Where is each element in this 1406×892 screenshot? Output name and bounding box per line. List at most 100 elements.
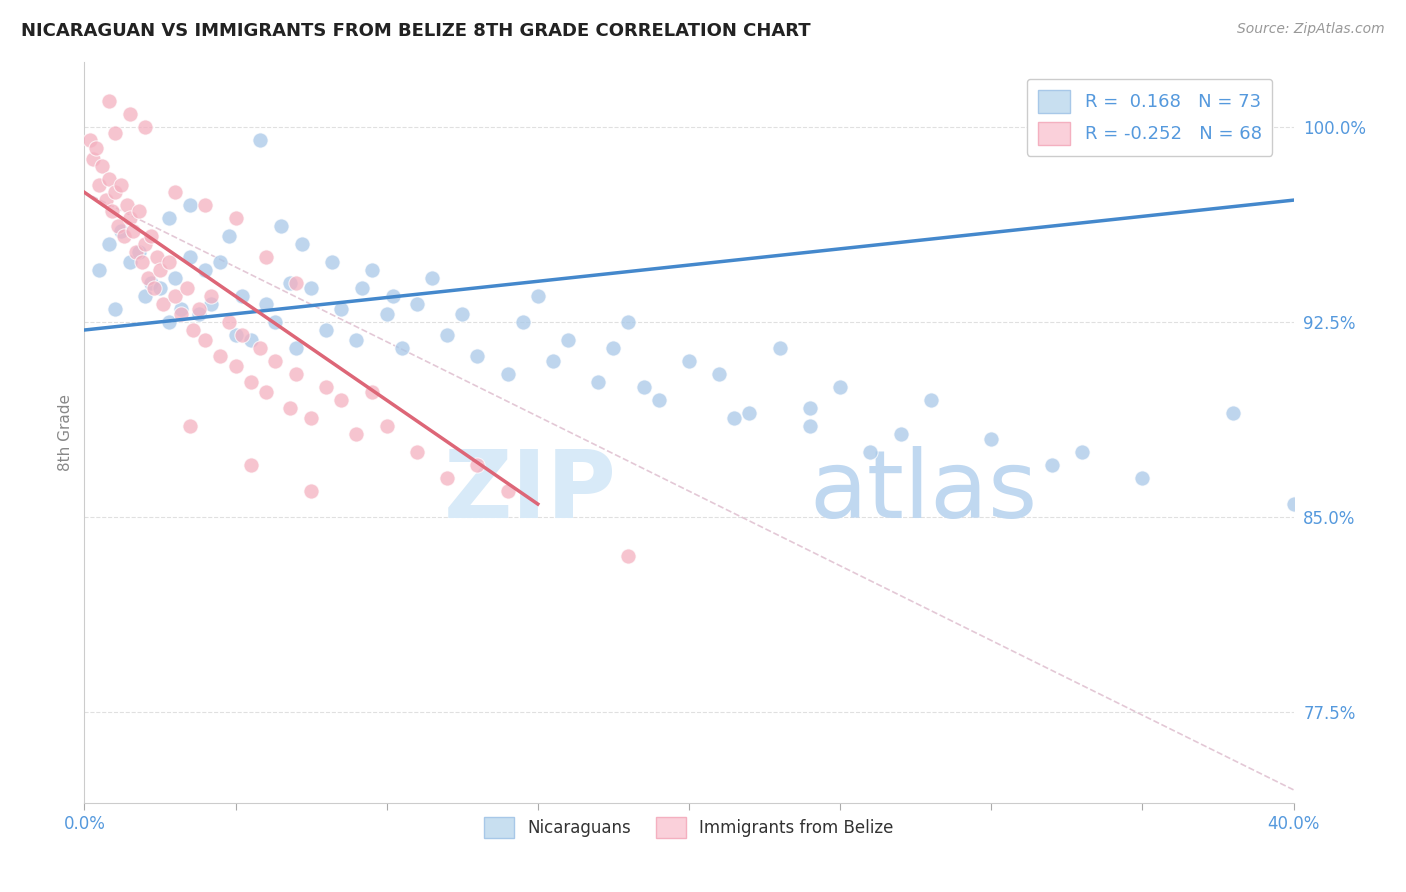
Point: [79, 133, 101, 147]
Point: [263, 354, 285, 368]
Point: [496, 367, 519, 381]
Point: [97, 172, 120, 186]
Point: [321, 255, 343, 269]
Point: [188, 307, 211, 321]
Point: [330, 302, 353, 317]
Point: [602, 341, 624, 355]
Point: [738, 406, 761, 420]
Point: [360, 263, 382, 277]
Legend: Nicaraguans, Immigrants from Belize: Nicaraguans, Immigrants from Belize: [475, 808, 903, 847]
Point: [254, 250, 277, 264]
Point: [157, 211, 180, 226]
Point: [859, 445, 882, 459]
Point: [94, 193, 117, 207]
Point: [375, 419, 398, 434]
Point: [157, 255, 180, 269]
Point: [617, 315, 640, 329]
Point: [209, 349, 232, 363]
Point: [200, 289, 222, 303]
Point: [165, 271, 187, 285]
Point: [104, 302, 127, 317]
Text: NICARAGUAN VS IMMIGRANTS FROM BELIZE 8TH GRADE CORRELATION CHART: NICARAGUAN VS IMMIGRANTS FROM BELIZE 8TH…: [21, 22, 811, 40]
Point: [149, 281, 172, 295]
Point: [381, 289, 404, 303]
Point: [179, 198, 201, 212]
Point: [278, 401, 301, 415]
Point: [181, 323, 204, 337]
Point: [146, 250, 169, 264]
Text: ZIP: ZIP: [443, 446, 616, 538]
Point: [285, 367, 308, 381]
Point: [1071, 445, 1094, 459]
Point: [231, 289, 253, 303]
Point: [131, 255, 153, 269]
Point: [633, 380, 655, 394]
Point: [648, 393, 671, 408]
Point: [1282, 497, 1305, 511]
Point: [557, 334, 579, 348]
Point: [315, 323, 337, 337]
Point: [285, 341, 308, 355]
Point: [467, 349, 489, 363]
Point: [239, 334, 262, 348]
Point: [496, 484, 519, 499]
Point: [86, 141, 108, 155]
Point: [249, 341, 271, 355]
Point: [830, 380, 852, 394]
Point: [225, 359, 247, 374]
Point: [209, 255, 232, 269]
Point: [128, 203, 150, 218]
Point: [136, 271, 159, 285]
Point: [194, 198, 217, 212]
Point: [512, 315, 534, 329]
Text: atlas: atlas: [810, 446, 1038, 538]
Point: [82, 152, 104, 166]
Point: [436, 471, 458, 485]
Point: [142, 281, 165, 295]
Point: [200, 297, 222, 311]
Point: [799, 419, 821, 434]
Point: [346, 426, 368, 441]
Point: [225, 211, 247, 226]
Point: [118, 211, 141, 226]
Point: [541, 354, 564, 368]
Point: [890, 426, 912, 441]
Point: [270, 219, 292, 233]
Point: [709, 367, 731, 381]
Point: [920, 393, 942, 408]
Point: [406, 445, 429, 459]
Point: [263, 315, 285, 329]
Point: [1040, 458, 1063, 472]
Point: [239, 458, 262, 472]
Point: [617, 549, 640, 563]
Point: [152, 297, 174, 311]
Point: [134, 237, 156, 252]
Point: [360, 385, 382, 400]
Point: [134, 120, 156, 135]
Point: [299, 484, 322, 499]
Point: [104, 186, 127, 200]
Point: [406, 297, 429, 311]
Point: [134, 289, 156, 303]
Point: [194, 263, 217, 277]
Point: [139, 277, 162, 291]
Point: [97, 95, 120, 109]
Point: [723, 411, 745, 425]
Point: [110, 178, 132, 192]
Point: [451, 307, 474, 321]
Point: [678, 354, 700, 368]
Point: [299, 281, 322, 295]
Point: [157, 315, 180, 329]
Point: [107, 219, 129, 233]
Point: [97, 237, 120, 252]
Point: [128, 245, 150, 260]
Point: [315, 380, 337, 394]
Point: [110, 224, 132, 238]
Point: [1132, 471, 1154, 485]
Point: [118, 107, 141, 121]
Point: [100, 203, 122, 218]
Point: [420, 271, 443, 285]
Point: [299, 411, 322, 425]
Point: [179, 419, 201, 434]
Point: [104, 126, 127, 140]
